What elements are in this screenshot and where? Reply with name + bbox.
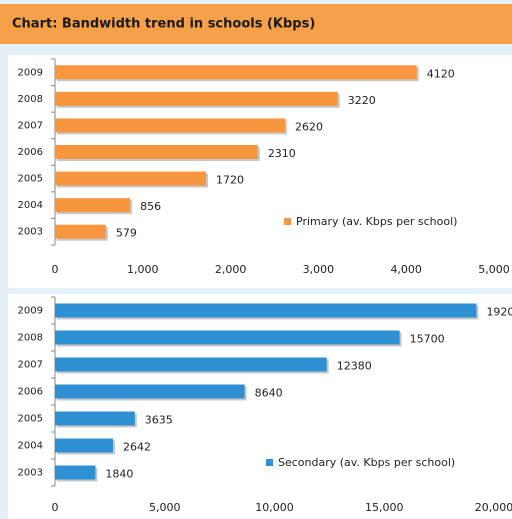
y-tick-label: 2006 [18, 387, 43, 398]
bar [55, 384, 245, 399]
x-tick-label: 0 [52, 501, 59, 514]
x-tick-label: 10,000 [255, 501, 294, 514]
bar [55, 171, 207, 186]
data-label: 2642 [123, 441, 151, 454]
data-label: 3635 [145, 414, 173, 427]
data-label: 1720 [216, 174, 244, 187]
bar [55, 465, 96, 480]
legend-label: Secondary (av. Kbps per school) [278, 456, 455, 469]
data-label: 2310 [268, 147, 296, 160]
x-tick-label: 2,000 [215, 263, 247, 276]
data-label: 8640 [255, 387, 283, 400]
data-label: 19200 [486, 306, 512, 319]
y-tick-label: 2007 [18, 120, 43, 131]
y-tick-label: 2004 [18, 441, 43, 452]
x-tick-label: 4,000 [390, 263, 422, 276]
panel [8, 55, 512, 288]
bar [55, 198, 131, 213]
bar [55, 65, 417, 80]
data-label: 579 [116, 227, 137, 240]
x-tick-label: 0 [52, 263, 59, 276]
x-tick-label: 1,000 [127, 263, 159, 276]
y-tick-label: 2007 [18, 360, 43, 371]
y-tick-label: 2005 [18, 414, 43, 425]
y-tick-label: 2003 [18, 227, 43, 238]
data-label: 1840 [105, 468, 133, 481]
data-label: 856 [140, 200, 161, 213]
bar [55, 357, 327, 372]
header-bar [0, 4, 512, 44]
bar [55, 91, 338, 106]
x-tick-label: 20,000 [475, 501, 512, 514]
data-label: 3220 [348, 94, 376, 107]
y-tick-label: 2003 [18, 468, 43, 479]
bar [55, 145, 258, 159]
x-tick-label: 5,000 [149, 501, 181, 514]
bar [55, 224, 106, 239]
x-tick-label: 3,000 [303, 263, 335, 276]
bar [55, 303, 477, 318]
y-tick-label: 2009 [18, 67, 43, 78]
data-label: 12380 [337, 360, 372, 373]
bar [55, 411, 135, 426]
y-tick-label: 2006 [18, 147, 43, 158]
y-tick-label: 2009 [18, 306, 43, 317]
y-tick-label: 2004 [18, 200, 43, 211]
x-tick-label: 15,000 [365, 501, 404, 514]
data-label: 15700 [410, 333, 445, 346]
data-label: 2620 [295, 120, 323, 133]
panel [8, 294, 512, 519]
y-tick-label: 2008 [18, 94, 43, 105]
data-label: 4120 [427, 67, 455, 80]
y-tick-label: 2008 [18, 333, 43, 344]
bar [55, 438, 113, 453]
legend-swatch [284, 218, 291, 225]
bar [55, 118, 286, 133]
y-tick-label: 2005 [18, 174, 43, 185]
legend-label: Primary (av. Kbps per school) [296, 215, 457, 228]
chart-title: Chart: Bandwidth trend in schools (Kbps) [12, 17, 315, 32]
legend-swatch [266, 459, 273, 466]
x-tick-label: 5,000 [478, 263, 510, 276]
bar [55, 330, 400, 345]
